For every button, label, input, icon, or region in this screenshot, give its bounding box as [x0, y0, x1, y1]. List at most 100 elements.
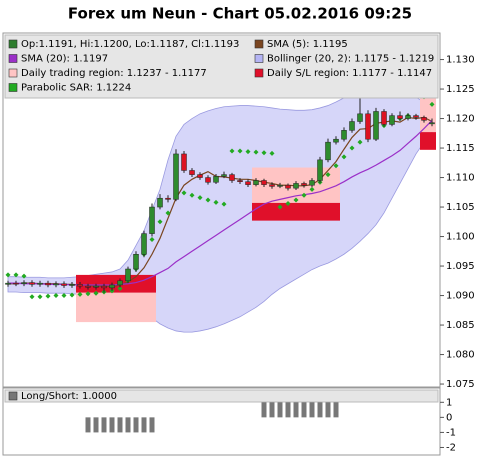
bar	[117, 417, 123, 433]
candle-body	[173, 153, 179, 200]
region-cell	[76, 292, 84, 323]
sar-dot	[245, 149, 251, 155]
bar	[285, 402, 291, 418]
sar-dot	[53, 293, 59, 299]
region-cell	[268, 202, 276, 221]
sar-dot	[69, 292, 75, 298]
bar	[125, 417, 131, 433]
sar-dot	[197, 195, 203, 201]
y-tick-label: 1.130	[446, 55, 475, 66]
candle-body	[309, 180, 315, 186]
sar-dot	[429, 101, 435, 107]
y-tick-label: 1	[446, 397, 452, 408]
bar	[261, 402, 267, 418]
region-cell	[132, 274, 140, 293]
y-tick-label: 1.120	[446, 114, 475, 125]
sar-dot	[277, 204, 283, 210]
sar-dot	[293, 197, 299, 203]
region-cell	[252, 202, 260, 221]
legend-swatch	[254, 68, 264, 78]
sar-dot	[253, 149, 259, 155]
bar	[277, 402, 283, 418]
candle-body	[237, 180, 243, 182]
legend-box	[4, 34, 439, 99]
legend-label: Op:1.1191, Hi:1.1200, Lo:1.1187, Cl:1.11…	[21, 39, 239, 50]
candle-body	[365, 113, 371, 140]
y-tick-label: 1.090	[446, 291, 475, 302]
candle-body	[357, 113, 363, 122]
region-cell	[116, 292, 124, 323]
candle-body	[285, 184, 291, 189]
candle-body	[397, 115, 403, 119]
region-cell	[292, 202, 300, 221]
y-tick-label: 1.085	[446, 320, 475, 331]
sar-dot	[309, 186, 315, 192]
chart-title: Forex um Neun - Chart 05.02.2016 09:25	[68, 5, 412, 23]
region-cell	[124, 292, 132, 323]
y-tick-label: 1.105	[446, 202, 475, 213]
region-cell	[428, 96, 436, 133]
candle-body	[429, 122, 435, 125]
candle-body	[373, 111, 379, 140]
candle-body	[109, 284, 115, 289]
candle-body	[117, 280, 123, 286]
candle-body	[101, 285, 107, 289]
legend-swatch	[8, 391, 18, 401]
candle-body	[229, 174, 235, 181]
sar-dot	[237, 148, 243, 154]
bar	[93, 417, 99, 433]
sar-dot	[5, 272, 11, 278]
y-tick-label: -1	[446, 427, 456, 438]
sar-dot	[181, 190, 187, 196]
candle-body	[261, 180, 267, 185]
legend-label: Bollinger (20, 2): 1.1175 - 1.1219	[267, 54, 434, 65]
sar-dot	[221, 201, 227, 207]
candle-body	[221, 174, 227, 177]
legend-swatch	[8, 68, 18, 78]
candle-body	[341, 130, 347, 140]
sar-dot	[325, 172, 331, 178]
candle-body	[77, 284, 83, 287]
candle-body	[165, 197, 171, 200]
sar-dot	[165, 210, 171, 216]
sar-dot	[301, 192, 307, 198]
legend-label: Long/Short: 1.0000	[21, 391, 117, 402]
candle-body	[301, 183, 307, 186]
candle-body	[181, 153, 187, 171]
candle-body	[93, 285, 99, 288]
candle-body	[269, 184, 275, 187]
candle-body	[389, 115, 395, 125]
sar-dot	[357, 139, 363, 145]
y-tick-label: 1.095	[446, 261, 475, 272]
legend-swatch	[254, 54, 264, 63]
candle-body	[205, 177, 211, 183]
region-cell	[132, 292, 140, 323]
sar-dot	[189, 192, 195, 198]
candle-body	[317, 159, 323, 181]
candle-body	[277, 184, 283, 187]
sar-dot	[229, 148, 235, 154]
region-cell	[428, 132, 436, 150]
region-cell	[140, 292, 148, 323]
region-cell	[324, 167, 332, 203]
sar-dot	[61, 293, 67, 299]
region-cell	[260, 202, 268, 221]
candle-body	[213, 176, 219, 183]
bar	[109, 417, 115, 433]
candle-body	[125, 268, 131, 282]
legend-label: SMA (20): 1.1197	[21, 54, 108, 65]
sar-dot	[157, 219, 163, 225]
candle-body	[157, 197, 163, 208]
bar	[149, 417, 155, 433]
bar	[101, 417, 107, 433]
region-cell	[276, 202, 284, 221]
y-tick-label: 1.110	[446, 173, 475, 184]
bar	[293, 402, 299, 418]
region-cell	[420, 96, 428, 133]
sar-dot	[205, 197, 211, 203]
legend-label: Parabolic SAR: 1.1224	[21, 83, 131, 94]
region-cell	[324, 202, 332, 221]
candle-body	[189, 170, 195, 175]
candle-body	[13, 282, 19, 285]
